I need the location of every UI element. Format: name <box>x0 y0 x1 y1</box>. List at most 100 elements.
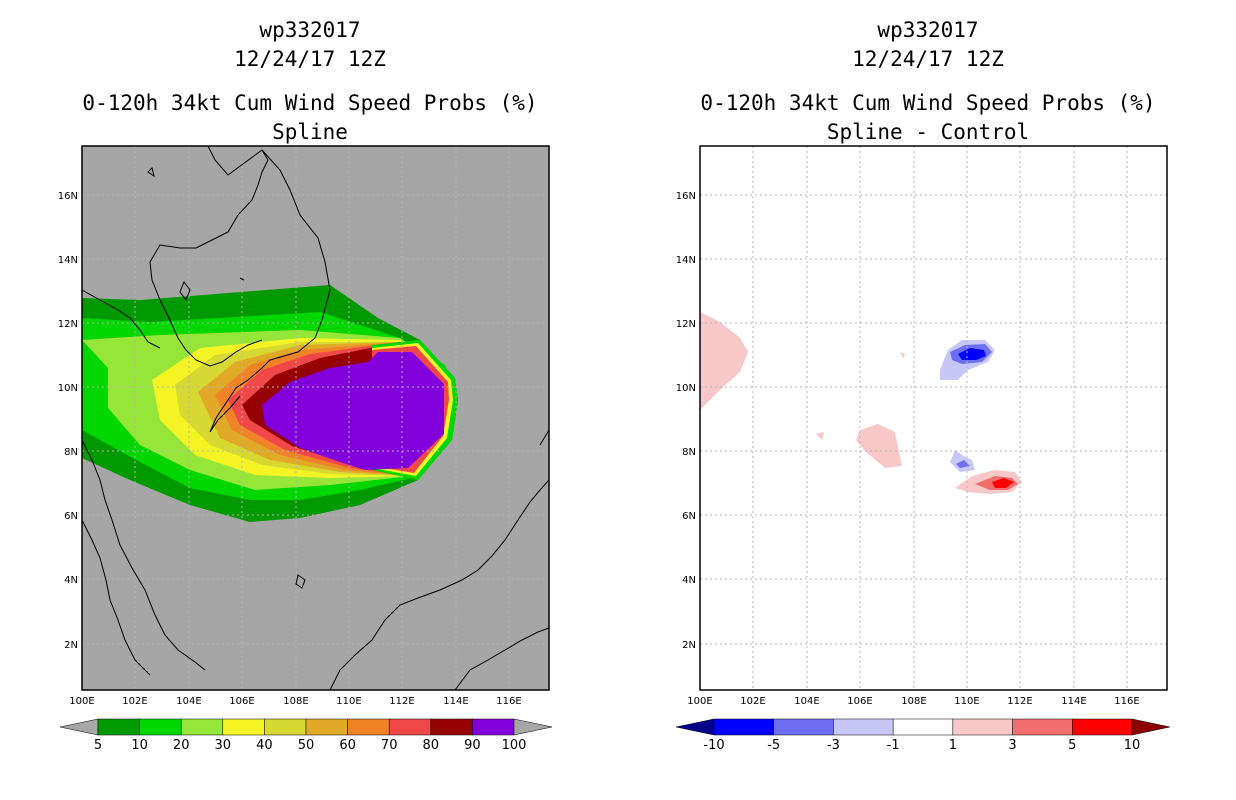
left-colorbar-over-triangle <box>513 718 553 736</box>
right-lat-label: 8N <box>682 447 696 458</box>
left-lat-label: 14N <box>58 255 78 266</box>
left-coastlines <box>82 146 549 690</box>
right-lon-label: 110E <box>954 696 979 707</box>
diff-positive-small <box>816 432 824 440</box>
left-colorbar-swatch <box>97 718 140 736</box>
left-lat-label: 16N <box>58 191 78 202</box>
right-gridlines <box>700 146 1167 690</box>
left-lat-label: 2N <box>64 640 78 651</box>
left-colorbar-label: 100 <box>502 738 527 753</box>
left-colorbar-label: 50 <box>298 738 315 753</box>
diff-negative-north-core <box>958 348 986 360</box>
left-lon-label: 106E <box>229 696 254 707</box>
right-colorbar-label: 10 <box>1124 738 1141 753</box>
left-gridlines <box>82 146 549 690</box>
left-colorbar-label: 40 <box>256 738 273 753</box>
right-lat-label: 6N <box>682 511 696 522</box>
right-lat-label: 16N <box>676 191 696 202</box>
right-map-frame <box>699 145 1168 691</box>
right-colorbar-swatch <box>713 718 774 736</box>
right-map-background <box>700 146 1167 690</box>
right-title-product: 0-120h 34kt Cum Wind Speed Probs (%) <box>700 91 1156 115</box>
right-lat-label: 14N <box>676 255 696 266</box>
right-colorbar-swatch <box>1012 718 1073 736</box>
left-colorbar: 5 10 20 30 40 50 60 70 80 90 100 <box>59 718 553 753</box>
left-lat-label: 12N <box>58 319 78 330</box>
right-lon-label: 104E <box>794 696 819 707</box>
right-title-date: 12/24/17 12Z <box>852 47 1004 71</box>
left-colorbar-label: 5 <box>94 738 102 753</box>
left-title-date: 12/24/17 12Z <box>234 47 386 71</box>
right-colorbar-label: 1 <box>949 738 957 753</box>
left-map-frame <box>81 145 550 691</box>
right-lat-label: 4N <box>682 575 696 586</box>
right-colorbar-under-triangle <box>675 718 715 736</box>
left-title-method: Spline <box>272 120 348 144</box>
right-colorbar-label: 5 <box>1068 738 1076 753</box>
left-colorbar-swatch <box>264 718 307 736</box>
left-lon-label: 100E <box>69 696 94 707</box>
right-lon-labels: 100E 102E 104E 106E 108E 110E 112E 114E … <box>687 696 1139 707</box>
left-colorbar-label: 60 <box>339 738 356 753</box>
left-lon-label: 116E <box>496 696 521 707</box>
left-colorbar-label: 90 <box>464 738 481 753</box>
right-lon-label: 102E <box>740 696 765 707</box>
left-colorbar-under-triangle <box>59 718 99 736</box>
left-colorbar-label: 30 <box>215 738 232 753</box>
left-lon-label: 108E <box>283 696 308 707</box>
left-colorbar-label: 80 <box>423 738 440 753</box>
left-title-storm: wp332017 <box>259 18 361 42</box>
left-title-product: 0-120h 34kt Cum Wind Speed Probs (%) <box>82 91 538 115</box>
right-colorbar-label: -1 <box>887 738 900 753</box>
right-colorbar-label: -3 <box>827 738 840 753</box>
left-lat-labels: 2N 4N 6N 8N 10N 12N 14N 16N <box>58 191 78 651</box>
right-colorbar-swatch <box>833 718 894 736</box>
diff-positive-center <box>856 424 902 468</box>
right-colorbar-swatch <box>892 718 954 736</box>
left-colorbar-swatch <box>305 718 348 736</box>
left-lon-labels: 100E 102E 104E 106E 108E 110E 112E 114E … <box>69 696 521 707</box>
right-title-block: wp332017 12/24/17 12Z 0-120h 34kt Cum Wi… <box>618 16 1236 147</box>
right-lon-label: 114E <box>1061 696 1086 707</box>
right-lon-label: 100E <box>687 696 712 707</box>
left-lat-label: 4N <box>64 575 78 586</box>
left-colorbar-swatch <box>139 718 182 736</box>
diff-positive-dot <box>900 352 905 358</box>
right-colorbar-label: 3 <box>1008 738 1016 753</box>
right-title-storm: wp332017 <box>877 18 979 42</box>
left-lat-label: 8N <box>64 447 78 458</box>
right-title-method: Spline - Control <box>826 120 1030 144</box>
left-lat-label: 10N <box>58 383 78 394</box>
right-colorbar-swatch <box>952 718 1013 736</box>
right-lon-label: 112E <box>1007 696 1032 707</box>
right-lat-label: 2N <box>682 640 696 651</box>
left-colorbar-swatch <box>388 718 432 736</box>
right-colorbar-swatch <box>1072 718 1133 736</box>
left-lon-label: 112E <box>389 696 414 707</box>
right-lon-label: 108E <box>901 696 926 707</box>
right-lat-labels: 2N 4N 6N 8N 10N 12N 14N 16N <box>676 191 696 651</box>
right-colorbar: -10 -5 -3 -1 1 3 5 10 <box>675 718 1171 753</box>
right-lon-label: 106E <box>847 696 872 707</box>
right-colorbar-over-triangle <box>1131 718 1171 736</box>
left-colorbar-label: 10 <box>131 738 148 753</box>
diff-positive-west <box>700 312 748 410</box>
right-lat-label: 12N <box>676 319 696 330</box>
left-lat-label: 6N <box>64 511 78 522</box>
left-colorbar-swatch <box>472 718 515 736</box>
left-lon-label: 104E <box>176 696 201 707</box>
right-colorbar-label: -10 <box>703 738 724 753</box>
left-colorbar-swatch <box>180 718 224 736</box>
left-colorbar-label: 70 <box>381 738 398 753</box>
right-lon-label: 116E <box>1114 696 1139 707</box>
right-lat-label: 10N <box>676 383 696 394</box>
right-colorbar-swatch <box>773 718 834 736</box>
left-colorbar-swatch <box>222 718 265 736</box>
left-colorbar-swatch <box>430 718 473 736</box>
left-title-block: wp332017 12/24/17 12Z 0-120h 34kt Cum Wi… <box>0 16 620 147</box>
left-probability-contours <box>82 285 458 522</box>
left-lon-label: 110E <box>336 696 361 707</box>
diff-positive-east-core <box>992 478 1014 488</box>
left-lon-label: 102E <box>122 696 147 707</box>
